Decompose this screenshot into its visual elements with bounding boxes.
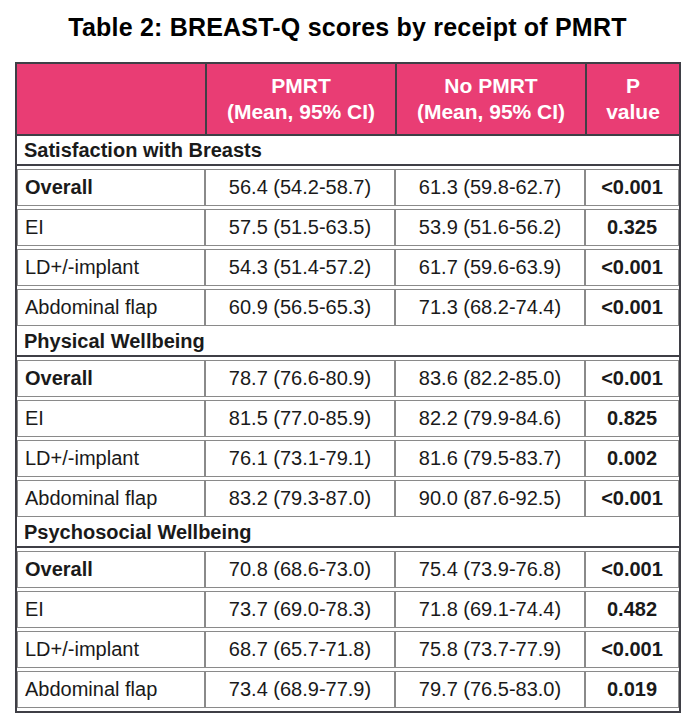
no-pmrt-value: 75.4 (73.9-76.8) <box>395 551 585 588</box>
p-value: 0.002 <box>585 440 679 477</box>
pmrt-value: 83.2 (79.3-87.0) <box>205 480 395 517</box>
table-row: LD+/-implant 76.1 (73.1-79.1) 81.6 (79.5… <box>17 440 679 477</box>
header-no-pmrt-label: No PMRT <box>397 73 585 99</box>
no-pmrt-value: 83.6 (82.2-85.0) <box>395 360 585 397</box>
no-pmrt-value: 61.7 (59.6-63.9) <box>395 249 585 286</box>
p-value: <0.001 <box>585 249 679 286</box>
p-value: <0.001 <box>585 551 679 588</box>
no-pmrt-value: 61.3 (59.8-62.7) <box>395 169 585 206</box>
table-row: Overall 70.8 (68.6-73.0) 75.4 (73.9-76.8… <box>17 551 679 588</box>
page-title: Table 2: BREAST-Q scores by receipt of P… <box>0 13 695 42</box>
header-cell-p-value: P value <box>585 64 679 134</box>
pmrt-value: 81.5 (77.0-85.9) <box>205 400 395 437</box>
table-row: EI 73.7 (69.0-78.3) 71.8 (69.1-74.4) 0.4… <box>17 591 679 628</box>
row-label: LD+/-implant <box>17 440 205 477</box>
table-row: LD+/-implant 68.7 (65.7-71.8) 75.8 (73.7… <box>17 631 679 668</box>
p-value: <0.001 <box>585 631 679 668</box>
p-value: <0.001 <box>585 480 679 517</box>
header-cell-no-pmrt: No PMRT (Mean, 95% CI) <box>395 64 585 134</box>
table-row: EI 81.5 (77.0-85.9) 82.2 (79.9-84.6) 0.8… <box>17 400 679 437</box>
table-row: EI 57.5 (51.5-63.5) 53.9 (51.6-56.2) 0.3… <box>17 209 679 246</box>
no-pmrt-value: 53.9 (51.6-56.2) <box>395 209 585 246</box>
no-pmrt-value: 79.7 (76.5-83.0) <box>395 671 585 708</box>
table-header-row: PMRT (Mean, 95% CI) No PMRT (Mean, 95% C… <box>17 64 679 136</box>
row-label: Abdominal flap <box>17 289 205 326</box>
p-value: 0.482 <box>585 591 679 628</box>
table-row: Abdominal flap 73.4 (68.9-77.9) 79.7 (76… <box>17 671 679 708</box>
header-pmrt-label: PMRT <box>207 73 395 99</box>
header-cell-empty <box>17 64 205 134</box>
pmrt-value: 60.9 (56.5-65.3) <box>205 289 395 326</box>
row-label: EI <box>17 209 205 246</box>
p-value: 0.825 <box>585 400 679 437</box>
table-row: LD+/-implant 54.3 (51.4-57.2) 61.7 (59.6… <box>17 249 679 286</box>
no-pmrt-value: 75.8 (73.7-77.9) <box>395 631 585 668</box>
header-no-pmrt-sublabel: (Mean, 95% CI) <box>397 99 585 125</box>
p-value: 0.325 <box>585 209 679 246</box>
header-pmrt-sublabel: (Mean, 95% CI) <box>207 99 395 125</box>
pmrt-value: 78.7 (76.6-80.9) <box>205 360 395 397</box>
no-pmrt-value: 71.8 (69.1-74.4) <box>395 591 585 628</box>
pmrt-value: 76.1 (73.1-79.1) <box>205 440 395 477</box>
pmrt-value: 68.7 (65.7-71.8) <box>205 631 395 668</box>
row-label: EI <box>17 591 205 628</box>
pmrt-value: 57.5 (51.5-63.5) <box>205 209 395 246</box>
pmrt-value: 73.7 (69.0-78.3) <box>205 591 395 628</box>
no-pmrt-value: 82.2 (79.9-84.6) <box>395 400 585 437</box>
breastq-scores-table: PMRT (Mean, 95% CI) No PMRT (Mean, 95% C… <box>15 62 681 713</box>
p-value: 0.019 <box>585 671 679 708</box>
row-label: Overall <box>17 360 205 397</box>
row-label: Overall <box>17 169 205 206</box>
row-label: LD+/-implant <box>17 249 205 286</box>
section-heading-psychosocial: Psychosocial Wellbeing <box>17 520 679 548</box>
table-row: Overall 56.4 (54.2-58.7) 61.3 (59.8-62.7… <box>17 169 679 206</box>
no-pmrt-value: 71.3 (68.2-74.4) <box>395 289 585 326</box>
table-row: Abdominal flap 83.2 (79.3-87.0) 90.0 (87… <box>17 480 679 517</box>
row-label: Abdominal flap <box>17 480 205 517</box>
section-heading-physical: Physical Wellbeing <box>17 329 679 357</box>
row-label: Abdominal flap <box>17 671 205 708</box>
pmrt-value: 56.4 (54.2-58.7) <box>205 169 395 206</box>
row-label: EI <box>17 400 205 437</box>
no-pmrt-value: 90.0 (87.6-92.5) <box>395 480 585 517</box>
table-row: Abdominal flap 60.9 (56.5-65.3) 71.3 (68… <box>17 289 679 326</box>
header-p-sublabel: value <box>587 99 679 125</box>
table-row: Overall 78.7 (76.6-80.9) 83.6 (82.2-85.0… <box>17 360 679 397</box>
p-value: <0.001 <box>585 360 679 397</box>
header-cell-pmrt: PMRT (Mean, 95% CI) <box>205 64 395 134</box>
p-value: <0.001 <box>585 169 679 206</box>
no-pmrt-value: 81.6 (79.5-83.7) <box>395 440 585 477</box>
header-p-label: P <box>587 73 679 99</box>
p-value: <0.001 <box>585 289 679 326</box>
pmrt-value: 54.3 (51.4-57.2) <box>205 249 395 286</box>
section-heading-satisfaction: Satisfaction with Breasts <box>17 138 679 166</box>
row-label: Overall <box>17 551 205 588</box>
pmrt-value: 73.4 (68.9-77.9) <box>205 671 395 708</box>
pmrt-value: 70.8 (68.6-73.0) <box>205 551 395 588</box>
row-label: LD+/-implant <box>17 631 205 668</box>
